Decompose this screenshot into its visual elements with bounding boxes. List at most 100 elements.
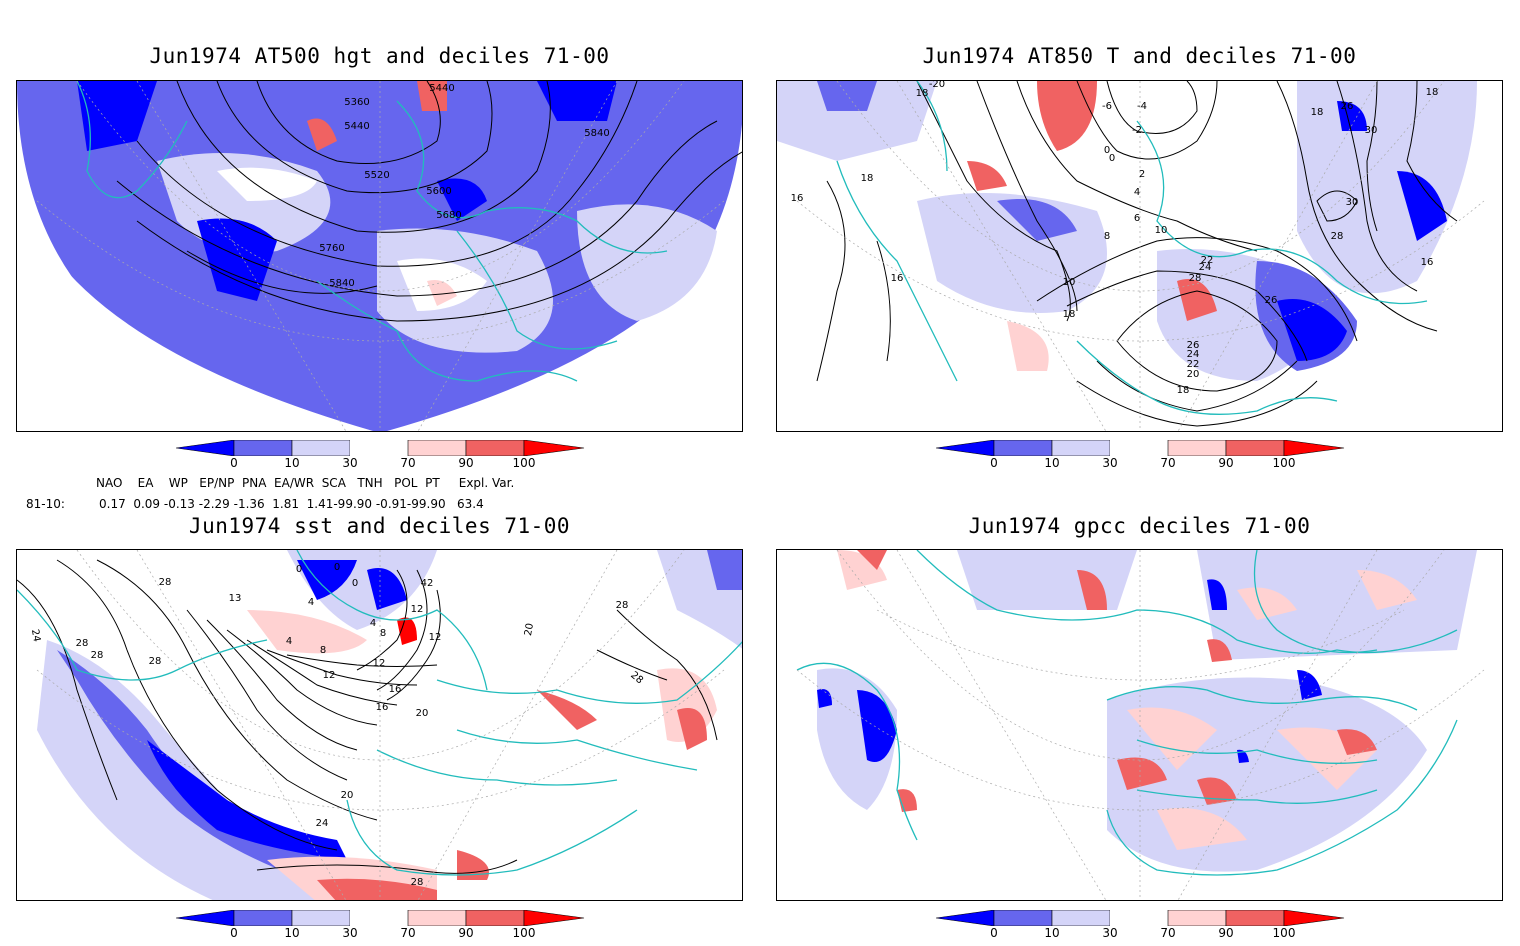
contour-label: 16 (389, 684, 402, 695)
contour-label: -6 (1102, 101, 1112, 112)
contour-label: 20 (1187, 369, 1200, 380)
contour-label: 16 (791, 193, 804, 204)
map-sst: 24 28 28 28 28 13 4 8 12 4 16 20 20 24 2… (17, 550, 742, 900)
contour-label: 18 (861, 173, 874, 184)
map-panel-gpcc (776, 549, 1503, 901)
contour-label: 18 (1063, 309, 1076, 320)
indices-header: NAO EA WP EP/NP PNA EA/WR SCA TNH POL PT… (96, 476, 515, 490)
map-gpcc (777, 550, 1502, 900)
colorbar-tick: 30 (1102, 926, 1118, 940)
contour-label: 16 (376, 702, 389, 713)
contour-label: 16 (1421, 257, 1434, 268)
contour-label: 22 (1201, 255, 1214, 266)
contour-label: 0 (352, 578, 358, 589)
colorbar-tick: 90 (1218, 456, 1234, 470)
colorbar-tick: 70 (400, 926, 416, 940)
contour-label: 5840 (329, 278, 354, 289)
contour-label: 24 (316, 818, 329, 829)
contour-label: 28 (616, 600, 629, 611)
contour-label: 4 (370, 618, 376, 629)
colorbar-tick: 0 (230, 456, 238, 470)
contour-label: 18 (916, 88, 929, 99)
contour-label: 18 (1177, 385, 1190, 396)
contour-label: 28 (411, 877, 424, 888)
contour-label: 20 (523, 622, 536, 636)
colorbar-swatches (936, 910, 1345, 926)
contour-label: 28 (1331, 231, 1344, 242)
contour-label: 0 (1109, 153, 1115, 164)
contour-label: 28 (159, 577, 172, 588)
colorbar-swatches (176, 440, 585, 456)
contour-label: 26 (1265, 295, 1278, 306)
contour-label: 5760 (319, 243, 344, 254)
contour-label: 5360 (344, 97, 369, 108)
contour-label: 28 (91, 650, 104, 661)
contour-label: 12 (373, 658, 386, 669)
contour-label: 10 (1155, 225, 1168, 236)
contour-label: 26 (1341, 101, 1354, 112)
contour-label: 13 (229, 593, 242, 604)
colorbar-tick: 90 (1218, 926, 1234, 940)
indices-row-label: 81-10: (26, 497, 65, 511)
panel-title-t850: Jun1974 AT850 T and deciles 71-00 (922, 44, 1357, 68)
panel-title-sst: Jun1974 sst and deciles 71-00 (188, 514, 571, 538)
contour-label: 18 (1311, 107, 1324, 118)
contour-label: 24 (29, 628, 42, 642)
contour-label: 5680 (436, 210, 461, 221)
contour-label: 4 (308, 597, 314, 608)
contour-label: 5840 (584, 128, 609, 139)
contour-label: 5520 (364, 170, 389, 181)
contour-label: 12 (323, 670, 336, 681)
colorbar-tick: 0 (990, 456, 998, 470)
colorbar-tick: 100 (512, 926, 536, 940)
sector-white-right (386, 188, 742, 431)
contour-label: 26 (1187, 340, 1200, 351)
contour-label: 0 (334, 562, 340, 573)
contour-label: 5440 (344, 121, 369, 132)
contour-label: 12 (429, 632, 442, 643)
colorbar-tick: 100 (512, 456, 536, 470)
contour-label: 30 (1365, 125, 1378, 136)
map-panel-sst: 24 28 28 28 28 13 4 8 12 4 16 20 20 24 2… (16, 549, 743, 901)
panel-title-gpcc: Jun1974 gpcc deciles 71-00 (968, 514, 1311, 538)
contour-label: 18 (1426, 87, 1439, 98)
colorbar-tick: 30 (342, 456, 358, 470)
colorbar-tick: 90 (458, 456, 474, 470)
contour-label: 24 (1199, 262, 1212, 273)
colorbar-tick: 100 (1272, 456, 1296, 470)
colorbar-tick: 0 (230, 926, 238, 940)
contour-label: 22 (1187, 359, 1200, 370)
contour-label: 4 (1134, 187, 1140, 198)
contour-label: 5600 (426, 186, 451, 197)
contour-label: 28 (149, 656, 162, 667)
map-panel-t850: -20 18 18 -6 -4 -2 0 0 2 4 6 8 10 10 18 … (776, 80, 1503, 432)
colorbar-tick: 70 (1160, 926, 1176, 940)
colorbar-tick: 30 (342, 926, 358, 940)
colorbar-tick: 70 (1160, 456, 1176, 470)
colorbar-tick: 0 (990, 926, 998, 940)
colorbar-tick: 30 (1102, 456, 1118, 470)
panel-title-hgt: Jun1974 AT500 hgt and deciles 71-00 (149, 44, 610, 68)
indices-values: 0.17 0.09 -0.13 -2.29 -1.36 1.81 1.41-99… (99, 497, 484, 511)
sector-white-left (17, 181, 374, 431)
map-panel-hgt: 5360 5440 5440 5520 5600 5680 5760 5840 … (16, 80, 743, 432)
contour-label: -2 (1132, 125, 1142, 136)
contour-label: 30 (1346, 197, 1359, 208)
contour-label: 8 (380, 628, 386, 639)
contour-label: 2 (1139, 169, 1145, 180)
contour-label: 5440 (429, 83, 454, 94)
colorbar-tick: 100 (1272, 926, 1296, 940)
contour-label: 20 (341, 790, 354, 801)
colorbar-gpcc: 0 10 30 70 90 100 (936, 910, 1346, 946)
contour-label: -20 (929, 81, 945, 90)
contour-label: 28 (76, 638, 89, 649)
contour-label: 6 (1134, 213, 1140, 224)
map-hgt: 5360 5440 5440 5520 5600 5680 5760 5840 … (17, 81, 742, 431)
contour-label: 10 (1063, 277, 1076, 288)
colorbar-hgt: 0 10 30 70 90 100 (176, 440, 586, 476)
colorbar-tick: 90 (458, 926, 474, 940)
colorbar-tick: 10 (1044, 926, 1060, 940)
contour-label: 0 (1104, 145, 1110, 156)
contour-label: 8 (320, 645, 326, 656)
colorbar-tick: 10 (284, 456, 300, 470)
